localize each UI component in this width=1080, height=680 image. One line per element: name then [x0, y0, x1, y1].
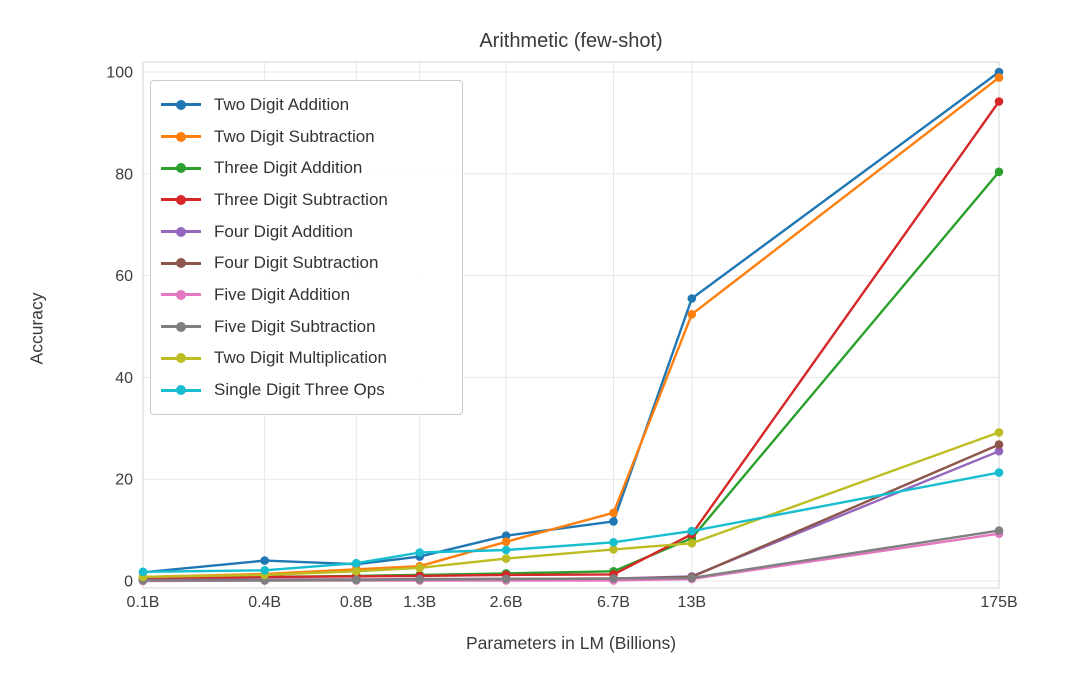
data-point — [501, 537, 511, 547]
x-tick-label: 0.8B — [340, 594, 373, 611]
legend-label: Four Digit Subtraction — [214, 253, 379, 273]
legend-label: Five Digit Subtraction — [214, 316, 376, 336]
data-point — [609, 508, 618, 518]
data-point — [994, 440, 1004, 449]
y-tick-label: 60 — [115, 268, 133, 285]
x-tick-label: 0.4B — [248, 594, 281, 611]
legend-label: Three Digit Subtraction — [214, 189, 388, 209]
data-point — [994, 446, 1004, 456]
legend-label: Two Digit Subtraction — [214, 126, 375, 146]
legend-dot-icon — [176, 226, 186, 237]
legend-dot-icon — [176, 258, 186, 269]
legend-label: Four Digit Addition — [214, 221, 353, 241]
data-point — [415, 548, 425, 557]
data-point — [687, 539, 697, 548]
legend-marker-icon — [161, 320, 201, 334]
data-point — [994, 428, 1004, 437]
data-point — [994, 97, 1004, 106]
data-point — [609, 517, 618, 526]
data-point — [609, 574, 618, 583]
legend-label: Two Digit Multiplication — [214, 348, 387, 368]
data-point — [352, 575, 361, 585]
series-line — [142, 471, 1000, 573]
legend-item: Four Digit Subtraction — [161, 248, 452, 278]
legend-marker-icon — [161, 256, 201, 270]
data-point — [609, 545, 618, 554]
series-line — [143, 529, 1000, 582]
x-tick-label: 13B — [678, 594, 706, 611]
legend-marker-icon — [161, 225, 201, 239]
legend-dot-icon — [176, 289, 186, 300]
legend-marker-icon — [161, 193, 201, 207]
data-point — [501, 545, 511, 555]
data-point — [687, 294, 697, 303]
legend-item: Single Digit Three Ops — [161, 375, 452, 405]
series-line — [142, 100, 1000, 580]
legend-label: Three Digit Addition — [214, 158, 363, 178]
data-point — [415, 575, 425, 584]
legend-item: Two Digit Subtraction — [161, 122, 452, 152]
legend-marker-icon — [161, 161, 201, 175]
data-point — [687, 526, 697, 536]
legend-dot-icon — [176, 99, 186, 110]
legend-marker-icon — [161, 383, 201, 397]
x-tick-label: 6.7B — [597, 594, 630, 611]
x-axis-label: Parameters in LM (Billions) — [465, 633, 677, 653]
legend-dot-icon — [176, 353, 186, 364]
legend: Two Digit Addition Two Digit Subtraction T… — [150, 80, 463, 415]
legend-item: Three Digit Addition — [161, 153, 452, 183]
legend-label: Single Digit Three Ops — [214, 380, 385, 400]
data-point — [994, 526, 1004, 535]
legend-dot-icon — [176, 385, 186, 396]
x-tick-label: 0.1B — [127, 594, 160, 611]
y-tick-label: 80 — [115, 166, 133, 183]
data-point — [260, 556, 270, 565]
chart-title: Arithmetic (few-shot) — [479, 30, 663, 52]
y-tick-label: 100 — [106, 65, 133, 82]
legend-label: Five Digit Addition — [214, 284, 351, 304]
legend-dot-icon — [176, 131, 186, 142]
legend-item: Five Digit Subtraction — [161, 312, 452, 342]
series-line — [142, 431, 1000, 579]
x-tick-label: 175B — [980, 594, 1017, 611]
data-point — [352, 558, 361, 568]
legend-marker-icon — [161, 351, 201, 365]
legend-dot-icon — [176, 163, 186, 174]
legend-marker-icon — [161, 98, 201, 112]
legend-item: Two Digit Multiplication — [161, 343, 452, 373]
plot-border — [142, 61, 1000, 589]
series-line — [142, 71, 1000, 574]
data-point — [501, 574, 511, 584]
legend-item: Five Digit Addition — [161, 280, 452, 310]
data-point — [501, 554, 511, 563]
data-point — [138, 567, 148, 577]
data-point — [994, 73, 1004, 82]
x-tick-label: 2.6B — [490, 594, 523, 611]
data-point — [501, 531, 511, 540]
data-point — [415, 563, 425, 573]
data-point — [352, 567, 361, 576]
data-point — [260, 566, 270, 575]
y-tick-label: 0 — [124, 574, 133, 591]
y-tick-label: 20 — [115, 472, 133, 489]
legend-marker-icon — [161, 288, 201, 302]
legend-item: Four Digit Addition — [161, 217, 452, 247]
y-tick-label: 40 — [115, 370, 133, 387]
legend-dot-icon — [176, 321, 186, 332]
legend-item: Three Digit Subtraction — [161, 185, 452, 215]
legend-dot-icon — [176, 194, 186, 205]
data-point — [687, 310, 697, 319]
legend-label: Two Digit Addition — [214, 94, 350, 114]
data-point — [994, 167, 1004, 177]
x-tick-label: 1.3B — [403, 594, 436, 611]
legend-item: Two Digit Addition — [161, 90, 452, 120]
data-point — [687, 573, 697, 583]
data-point — [994, 468, 1004, 477]
legend-marker-icon — [161, 130, 201, 144]
data-point — [609, 538, 618, 547]
